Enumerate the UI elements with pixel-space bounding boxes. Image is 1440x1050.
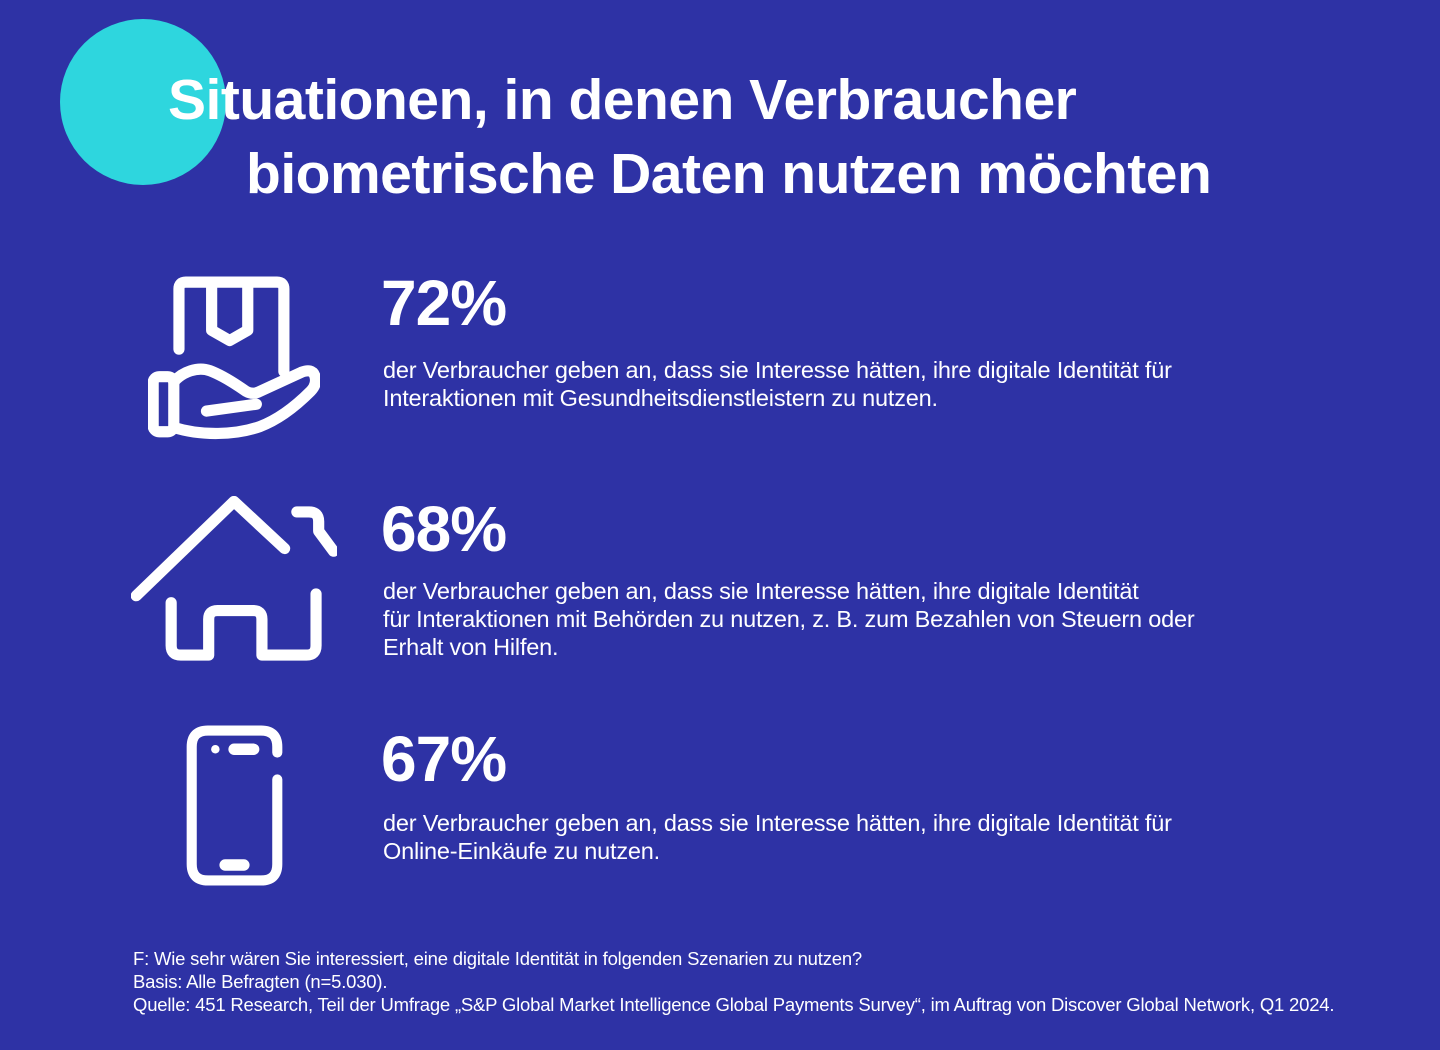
house-roof-shape [131,496,291,602]
package-box-shape [173,276,290,378]
hand-cuff-shape [148,371,180,438]
hand-crease-shape [200,398,262,417]
hand-outline-shape [168,363,320,440]
footnote: F: Wie sehr wären Sie interessiert, eine… [133,947,1433,1016]
house-chimney-shape [291,506,337,557]
stat-percent-online-shopping: 67% [381,723,507,795]
package-in-hand-icon [148,276,320,440]
package-ribbon-shape [206,276,254,347]
footnote-source: Quelle: 451 Research, Teil der Umfrage „… [133,994,1335,1015]
footnote-question: F: Wie sehr wären Sie interessiert, eine… [133,948,863,969]
page-title-line1: Situationen, in denen Verbraucher [168,68,1077,132]
footnote-basis: Basis: Alle Befragten (n=5.030). [133,971,388,992]
stat-description-healthcare: der Verbraucher geben an, dass sie Inter… [383,357,1172,411]
accent-circle [60,19,226,185]
phone-body-shape [186,725,283,886]
house-icon [131,496,337,661]
stat-percent-healthcare: 72% [381,267,507,339]
stat-description-online-shopping: der Verbraucher geben an, dass sie Inter… [383,810,1172,864]
stat-description-government: der Verbraucher geben an, dass sie Inter… [383,578,1195,660]
house-walls-door-shape [165,588,322,661]
smartphone-icon [186,725,283,886]
phone-camera-dot [211,745,220,754]
page-title-line2: biometrische Daten nutzen möchten [246,142,1212,206]
stat-percent-government: 68% [381,493,507,565]
